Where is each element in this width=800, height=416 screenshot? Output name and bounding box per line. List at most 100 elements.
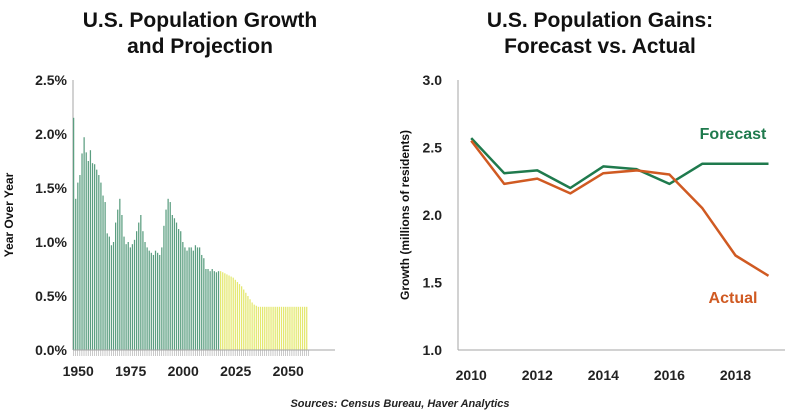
growth-bar-projection: [270, 306, 272, 350]
growth-bar-historical: [215, 272, 218, 350]
y-tick-label: 2.0%: [35, 126, 67, 142]
growth-bar-projection: [230, 276, 232, 350]
growth-bar-historical: [89, 150, 92, 350]
growth-bar-historical: [102, 195, 104, 350]
actual-series-label: Actual: [709, 290, 758, 307]
growth-bar-projection: [226, 274, 228, 350]
growth-bar-historical: [165, 209, 167, 350]
x-tick-label: 1975: [115, 363, 146, 379]
y-tick-label: 2.0: [423, 207, 443, 223]
growth-bar-historical: [203, 258, 205, 350]
growth-bar-projection: [289, 306, 291, 350]
growth-bar-historical: [131, 244, 134, 350]
growth-bar-historical: [140, 215, 142, 350]
growth-bar-historical: [115, 222, 117, 350]
growth-bar-historical: [178, 229, 180, 350]
growth-bar-projection: [251, 302, 253, 350]
x-tick-label: 2018: [720, 367, 751, 383]
growth-bar-historical: [148, 250, 150, 350]
growth-bar-historical: [117, 209, 119, 350]
growth-bar-historical: [201, 254, 203, 350]
growth-bar-historical: [112, 242, 115, 350]
y-tick-label: 1.0: [423, 342, 443, 358]
y-tick-label: 3.0: [423, 72, 443, 88]
growth-bar-projection: [241, 286, 243, 350]
growth-bar-projection: [253, 304, 255, 350]
y-axis-title: Growth (millions of residents): [398, 130, 412, 300]
growth-bar-projection: [295, 306, 297, 350]
growth-bar-historical: [123, 236, 125, 350]
source-note: Sources: Census Bureau, Haver Analytics: [290, 398, 510, 410]
growth-bar-historical: [163, 225, 165, 350]
growth-bar-projection: [249, 299, 251, 350]
growth-bar-projection: [291, 306, 293, 350]
growth-bar-projection: [257, 306, 260, 350]
growth-bar-historical: [119, 198, 121, 350]
growth-bar-projection: [238, 284, 241, 350]
growth-bar-projection: [228, 275, 230, 350]
growth-bar-historical: [167, 198, 169, 350]
growth-bar-historical: [129, 247, 131, 350]
growth-bar-projection: [287, 306, 289, 350]
x-tick-label: 2050: [273, 363, 304, 379]
growth-bar-projection: [236, 281, 239, 350]
growth-bar-projection: [222, 272, 224, 350]
population-growth-chart: 0.0% 0.5% 1.0% 1.5% 2.0% 2.5% 1950 1975 2000 2025…: [2, 72, 335, 379]
actual-line: [470, 140, 770, 277]
growth-bar-historical: [154, 250, 157, 350]
growth-bar-projection: [247, 296, 249, 350]
growth-bar-historical: [196, 247, 199, 350]
growth-bar-projection: [259, 306, 262, 350]
x-tick-label: 1950: [63, 363, 94, 379]
growth-bar-historical: [87, 161, 89, 350]
growth-bar-historical: [121, 215, 123, 350]
growth-bar-historical: [205, 269, 207, 350]
y-axis-title: Year Over Year: [2, 172, 16, 257]
forecast-line: [470, 137, 769, 190]
growth-bar-historical: [186, 250, 188, 350]
growth-bar-historical: [194, 245, 197, 350]
y-tick-label: 0.0%: [35, 342, 67, 358]
growth-bar-historical: [190, 247, 192, 350]
growth-bar-historical: [96, 169, 98, 350]
y-tick-label: 1.0%: [35, 234, 67, 250]
growth-bar-historical: [192, 250, 194, 350]
growth-bar-historical: [91, 163, 94, 350]
y-tick-label: 1.5%: [35, 180, 67, 196]
forecast-series-label: Forecast: [700, 126, 767, 143]
x-tick-label: 2025: [220, 363, 251, 379]
growth-bar-historical: [169, 202, 171, 350]
growth-bar-historical: [94, 164, 96, 350]
growth-bar-historical: [159, 254, 161, 350]
growth-bar-historical: [100, 182, 102, 350]
growth-bar-projection: [278, 306, 281, 350]
growth-bar-historical: [138, 222, 140, 350]
growth-bar-projection: [234, 279, 236, 350]
growth-bar-projection: [224, 273, 226, 350]
growth-bar-projection: [304, 306, 306, 350]
growth-bar-historical: [73, 117, 75, 350]
growth-bar-projection: [262, 306, 264, 350]
x-tick-label: 2016: [654, 367, 685, 383]
growth-bar-historical: [199, 247, 201, 350]
growth-bar-projection: [243, 289, 245, 350]
growth-bar-historical: [85, 152, 87, 350]
growth-bar-historical: [217, 271, 220, 350]
growth-bar-projection: [276, 306, 278, 350]
growth-bar-historical: [182, 242, 184, 350]
left-title-line-1: U.S. Population Growth: [82, 9, 318, 32]
growth-bar-projection: [264, 306, 266, 350]
growth-bar-historical: [184, 247, 186, 350]
y-tick-label: 2.5%: [35, 72, 67, 88]
growth-bar-historical: [104, 202, 106, 350]
growth-bar-historical: [209, 271, 211, 350]
growth-bar-historical: [98, 175, 100, 350]
growth-bar-projection: [280, 306, 283, 350]
left-chart-title: U.S. Population Growth and Projection: [40, 8, 360, 60]
growth-bar-historical: [108, 236, 110, 350]
growth-bar-historical: [188, 247, 190, 350]
right-title-line-1: U.S. Population Gains:: [486, 9, 714, 32]
x-tick-label: 2010: [456, 367, 487, 383]
growth-bar-projection: [283, 306, 285, 350]
